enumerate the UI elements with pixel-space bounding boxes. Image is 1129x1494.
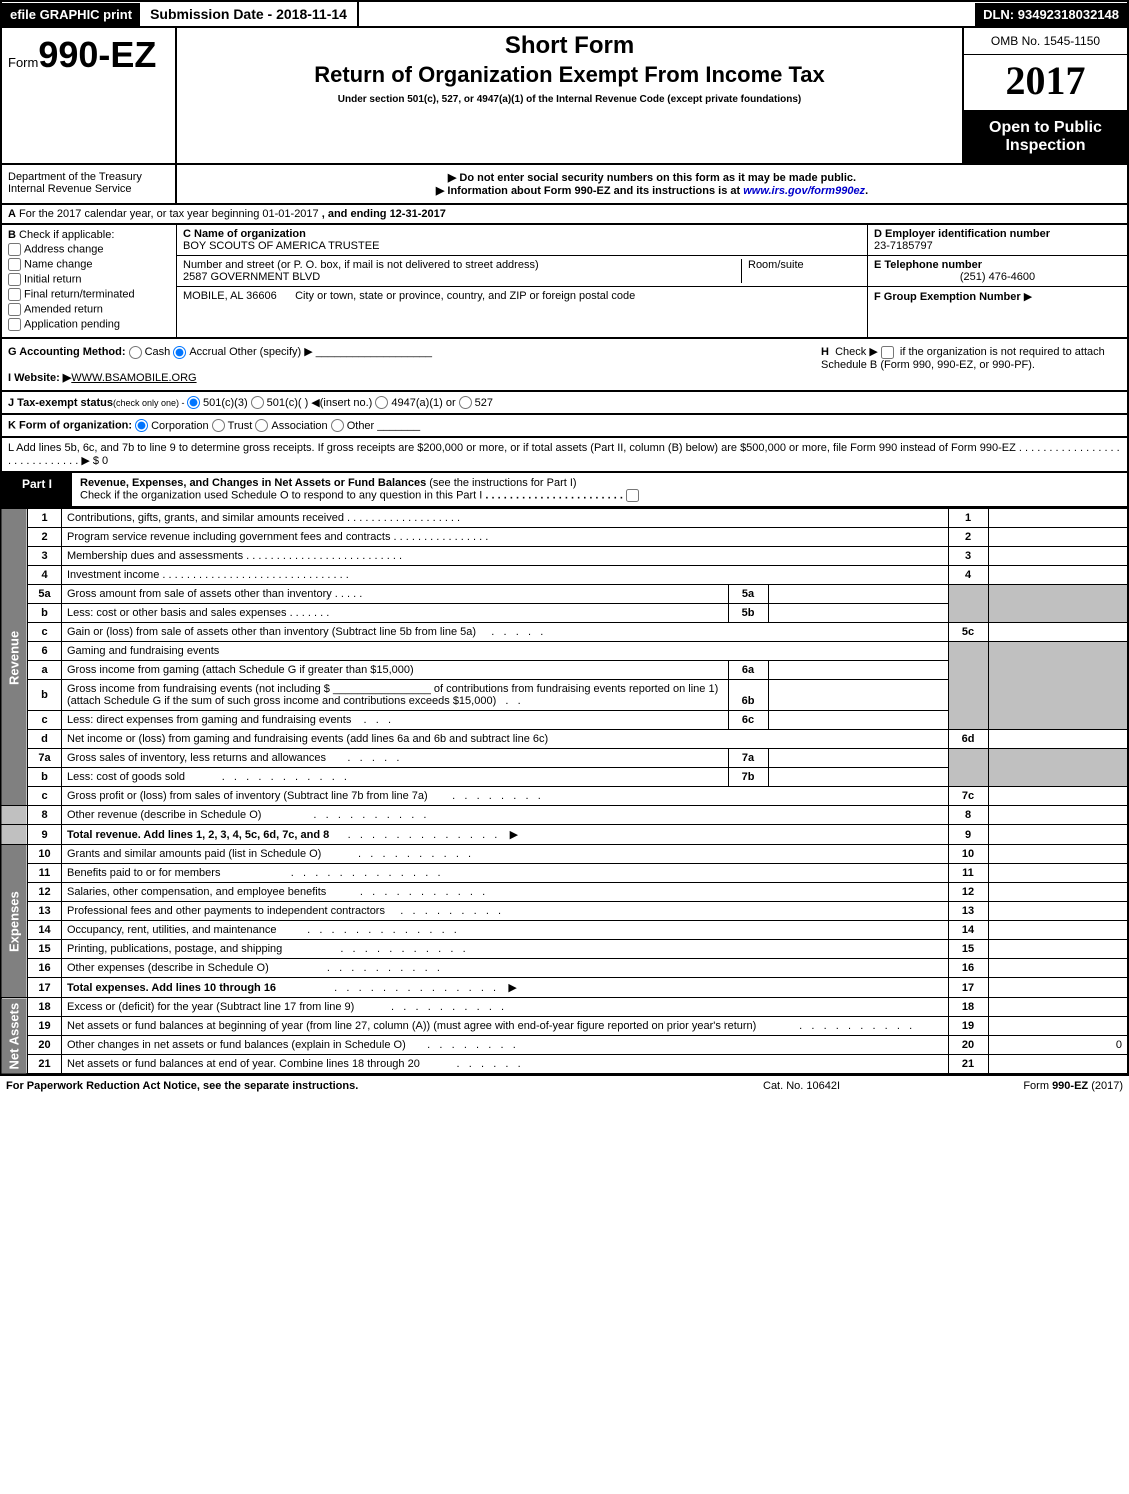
room-suite: Room/suite: [741, 259, 861, 283]
check-name-change[interactable]: Name change: [8, 258, 170, 271]
form-number-box: Form990-EZ: [2, 28, 177, 163]
address-column: C Name of organizationBOY SCOUTS OF AMER…: [177, 225, 867, 337]
dln: DLN: 93492318032148: [975, 3, 1127, 26]
dept-row: Department of the Treasury Internal Reve…: [0, 165, 1129, 205]
radio-association[interactable]: Association: [255, 420, 327, 432]
radio-cash[interactable]: Cash: [129, 346, 171, 358]
org-city: MOBILE, AL 36606: [183, 290, 277, 302]
form-ref: Form 990-EZ (2017): [963, 1080, 1123, 1092]
form-header: Form990-EZ Short Form Return of Organiza…: [0, 28, 1129, 165]
schedule-b-checkbox[interactable]: [881, 346, 894, 359]
pra-notice: For Paperwork Reduction Act Notice, see …: [6, 1080, 763, 1092]
check-amended-return[interactable]: Amended return: [8, 303, 170, 316]
submission-date: Submission Date - 2018-11-14: [140, 2, 359, 26]
check-final-return[interactable]: Final return/terminated: [8, 288, 170, 301]
cat-no: Cat. No. 10642I: [763, 1080, 963, 1092]
short-form-title: Short Form: [185, 32, 954, 60]
radio-527[interactable]: 527: [459, 397, 493, 409]
accounting-method-row: G Accounting Method: Cash Accrual Other …: [0, 339, 1129, 392]
check-if-applicable: B Check if applicable: Address change Na…: [2, 225, 177, 337]
form-990ez-label: 990-EZ: [38, 34, 156, 75]
return-title: Return of Organization Exempt From Incom…: [185, 62, 954, 88]
radio-501c[interactable]: 501(c)( ): [251, 397, 309, 409]
form-title-box: Short Form Return of Organization Exempt…: [177, 28, 962, 163]
tax-year: 2017: [964, 55, 1127, 111]
under-section-text: Under section 501(c), 527, or 4947(a)(1)…: [185, 94, 954, 105]
ein-value: 23-7185797: [874, 240, 933, 252]
check-address-change[interactable]: Address change: [8, 243, 170, 256]
calendar-year-row: A For the 2017 calendar year, or tax yea…: [0, 205, 1129, 225]
dept-instructions: ▶ Do not enter social security numbers o…: [177, 165, 1127, 203]
year-omb-box: OMB No. 1545-1150 2017 Open to Public In…: [962, 28, 1127, 163]
radio-trust[interactable]: Trust: [212, 420, 253, 432]
radio-501c3[interactable]: 501(c)(3): [187, 397, 248, 409]
tax-exempt-status-row: J Tax-exempt status(check only one) - 50…: [0, 392, 1129, 416]
check-application-pending[interactable]: Application pending: [8, 318, 170, 331]
entity-block: B Check if applicable: Address change Na…: [0, 225, 1129, 339]
form-of-org-row: K Form of organization: Corporation Trus…: [0, 415, 1129, 438]
top-bar: efile GRAPHIC print Submission Date - 20…: [0, 0, 1129, 28]
net-assets-side-label: Net Assets: [1, 998, 28, 1075]
part-1-bar: Part I Revenue, Expenses, and Changes in…: [0, 473, 1129, 508]
efile-print-button[interactable]: efile GRAPHIC print: [2, 3, 140, 26]
dept-treasury: Department of the Treasury Internal Reve…: [2, 165, 177, 203]
form-prefix: Form: [8, 55, 38, 70]
schedule-o-checkbox[interactable]: [626, 489, 639, 502]
org-street: 2587 GOVERNMENT BLVD: [183, 271, 320, 283]
phone-value: (251) 476-4600: [874, 271, 1121, 283]
org-name: BOY SCOUTS OF AMERICA TRUSTEE: [183, 240, 379, 252]
h-checkbox: H Check ▶ if the organization is not req…: [821, 345, 1121, 384]
radio-accrual[interactable]: Accrual: [173, 346, 226, 358]
omb-number: OMB No. 1545-1150: [964, 28, 1127, 55]
lines-table: Revenue 1Contributions, gifts, grants, a…: [0, 508, 1129, 1075]
open-to-public: Open to Public Inspection: [964, 111, 1127, 163]
website-value[interactable]: WWW.BSAMOBILE.ORG: [71, 372, 196, 384]
irs-link[interactable]: www.irs.gov/form990ez: [743, 185, 865, 197]
check-initial-return[interactable]: Initial return: [8, 273, 170, 286]
radio-other-org[interactable]: Other: [331, 420, 375, 432]
revenue-side-label: Revenue: [1, 509, 28, 806]
line-l-row: L Add lines 5b, 6c, and 7b to line 9 to …: [0, 438, 1129, 473]
part-1-label: Part I: [2, 473, 72, 506]
line-20-value: 0: [988, 1036, 1128, 1055]
part-1-title: Revenue, Expenses, and Changes in Net As…: [80, 477, 426, 489]
radio-4947[interactable]: 4947(a)(1) or: [375, 397, 455, 409]
radio-corporation[interactable]: Corporation: [135, 420, 208, 432]
page-footer: For Paperwork Reduction Act Notice, see …: [0, 1075, 1129, 1096]
expenses-side-label: Expenses: [1, 845, 28, 998]
ein-column: D Employer identification number23-71857…: [867, 225, 1127, 337]
